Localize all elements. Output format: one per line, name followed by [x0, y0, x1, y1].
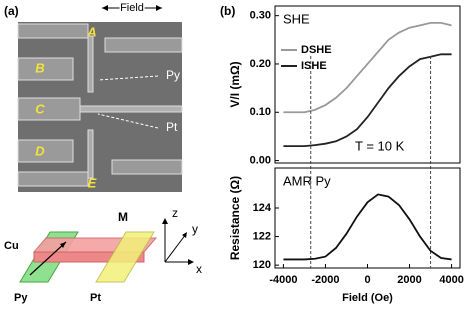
y-axis-label: V/I (mΩ) [228, 61, 242, 107]
pt-label: Pt [90, 292, 101, 304]
y-tick-label: 120 [253, 259, 271, 271]
axis-z: z [172, 206, 178, 220]
plot-frame [274, 5, 461, 164]
chart-label: AMR Py [283, 173, 331, 188]
panel-label: (b) [220, 4, 235, 18]
y-tick-label: 0.20 [250, 58, 271, 70]
sem-image [17, 22, 183, 192]
contact-label: D [35, 143, 45, 158]
arrowheads [102, 5, 162, 11]
x-tick-label: 2000 [397, 274, 421, 286]
contact-label: C [35, 101, 45, 116]
x-tick-label: 0 [364, 274, 370, 286]
y-tick-label: 0.30 [250, 10, 271, 22]
x-axis-label: Field (Oe) [342, 292, 393, 304]
legend-label: ISHE [301, 60, 327, 72]
field-label: Field [120, 2, 144, 14]
schematic [19, 218, 194, 283]
py-label: Py [14, 292, 28, 304]
cu-label: Cu [4, 240, 19, 252]
x-tick-label: -4000 [269, 274, 297, 286]
y-tick-label: 124 [253, 202, 272, 214]
pt-label: Pt [166, 120, 178, 134]
x-tick-label: 4000 [439, 274, 463, 286]
axis-x: x [196, 262, 202, 276]
data-line [283, 53, 452, 147]
legend-label: DSHE [301, 44, 332, 56]
y-tick-label: 0.10 [250, 106, 271, 118]
panel-label: (a) [4, 4, 19, 18]
contact-label: B [35, 60, 44, 75]
contact-label: A [86, 24, 96, 39]
magnetization-label: M [118, 210, 128, 224]
contact-label: E [88, 175, 97, 190]
chart-label: SHE [283, 11, 310, 26]
py-label: Py [166, 68, 180, 82]
axis-y: y [192, 222, 198, 236]
x-tick-label: -2000 [311, 274, 339, 286]
data-line [283, 193, 452, 261]
data-line [283, 22, 452, 114]
y-axis-label: Resistance (Ω) [228, 176, 242, 260]
y-tick-label: 0.00 [250, 154, 271, 166]
annotation: T = 10 K [355, 138, 405, 153]
y-tick-label: 122 [253, 230, 271, 242]
